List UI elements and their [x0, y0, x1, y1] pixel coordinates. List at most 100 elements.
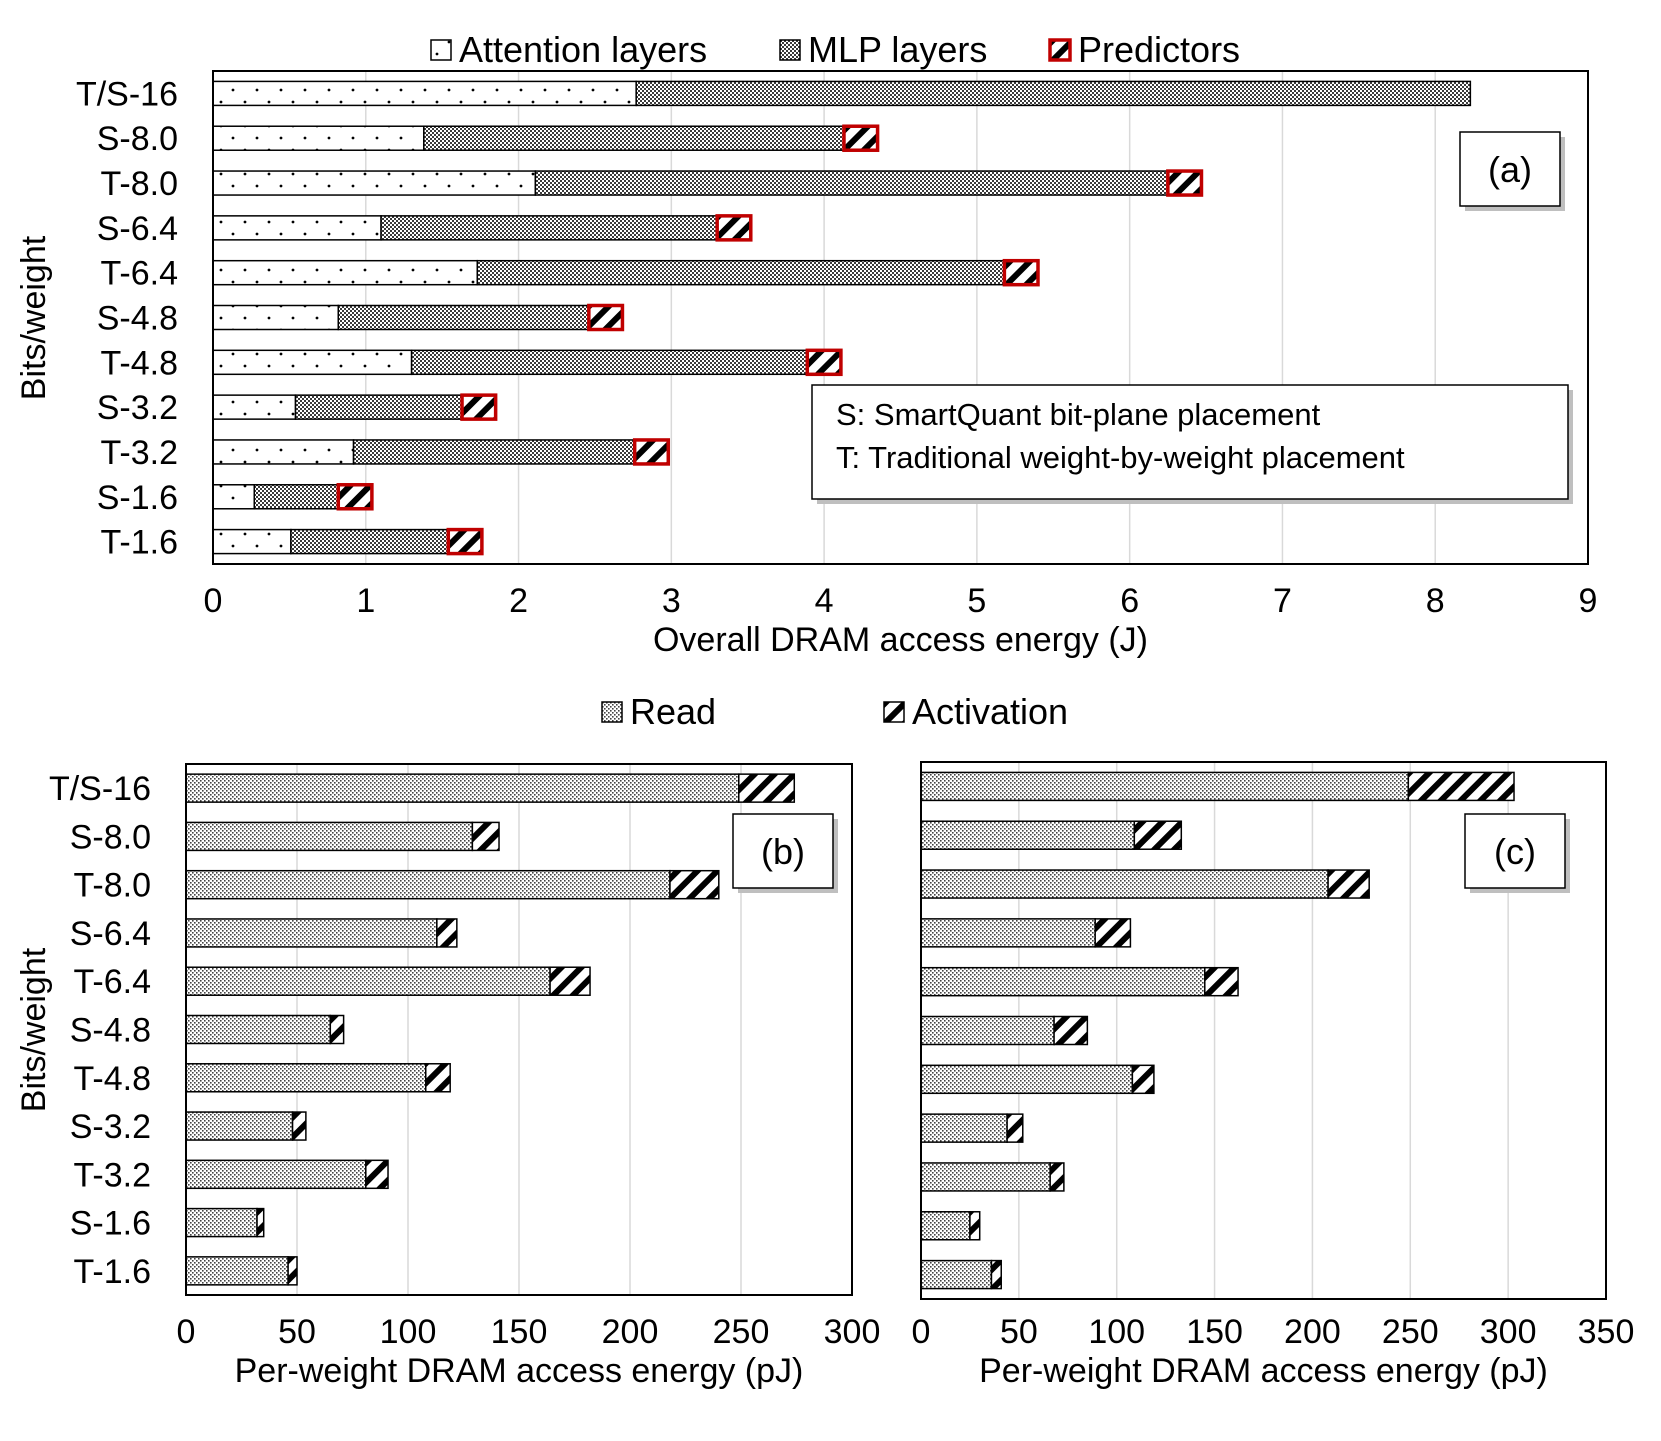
x-tick-label-6: 6: [1120, 582, 1139, 620]
bar-attention-layers-t-8-0: [212, 170, 537, 196]
bar-mlp-layers-s-1-6: [253, 484, 340, 510]
y-tick-label-s-4-8: S-4.8: [97, 300, 178, 338]
legend-swatch-activation: [883, 701, 905, 723]
bar-activation-s-3-2: [1006, 1113, 1024, 1143]
bar-mlp-layers-t-1-6: [290, 528, 450, 555]
bar-activation-s-1-6: [969, 1211, 981, 1241]
panel-label: (c): [1494, 831, 1536, 872]
x-tick-label-8: 8: [1426, 582, 1445, 620]
bar-activation-t-3-2: [1049, 1162, 1065, 1192]
y-axis-title: Bits/weight: [15, 235, 53, 400]
x-tick-label-100: 100: [380, 1313, 437, 1351]
y-axis-title: Bits/weight: [15, 947, 53, 1112]
bar-activation-t-6-4: [1204, 966, 1239, 997]
x-tick-label-200: 200: [1284, 1313, 1341, 1351]
bar-activation-t-8-0: [1327, 869, 1370, 899]
bar-activation-t-6-4: [549, 966, 591, 996]
legend-label-mlp-layers: MLP layers: [808, 29, 987, 70]
bar-predictors-t-4-8: [805, 348, 843, 377]
legend-swatch-attention-layers: [430, 39, 452, 61]
annotation-box: [811, 384, 1569, 500]
bar-read-s-3-2: [185, 1111, 294, 1141]
bar-predictors-t-8-0: [1166, 169, 1204, 197]
y-tick-label-s-8-0: S-8.0: [70, 818, 151, 856]
legend-top: Attention layers MLP layers Predictors: [430, 29, 1240, 70]
bar-read-s-4-8: [920, 1015, 1055, 1046]
bar-activation-t-4-8: [1131, 1064, 1155, 1095]
x-tick-label-50: 50: [278, 1313, 316, 1351]
y-tick-label-t-6-4: T-6.4: [74, 963, 151, 1001]
y-tick-label-t-4-8: T-4.8: [74, 1060, 151, 1098]
bar-activation-s-4-8: [329, 1014, 345, 1045]
bar-activation-t-8-0: [669, 869, 720, 900]
x-tick-label-200: 200: [602, 1313, 659, 1351]
bar-mlp-layers-t-s-16: [635, 80, 1472, 107]
bar-predictors-t-3-2: [632, 438, 671, 466]
plot-frame: [185, 763, 853, 1296]
panel-c: 0 50 100 150 200 250 300 350 Per-weight DRAM acc…: [912, 761, 1635, 1390]
bar-read-t-1-6: [185, 1256, 289, 1286]
bar-read-t-s-16: [920, 771, 1410, 802]
y-tick-label-s-3-2: S-3.2: [70, 1108, 151, 1146]
bar-activation-s-8-0: [471, 821, 500, 852]
bar-activation-t-s-16: [1407, 771, 1515, 802]
bar-attention-layers-t-3-2: [212, 439, 355, 465]
legend-swatch-mlp-layers: [779, 39, 801, 61]
bar-activation-t-s-16: [738, 773, 796, 803]
bar-attention-layers-t-6-4: [212, 259, 479, 286]
legend-swatch-predictors: [1048, 38, 1072, 62]
x-tick-label-9: 9: [1579, 582, 1598, 620]
bar-read-s-3-2: [920, 1113, 1008, 1143]
bar-mlp-layers-t-3-2: [352, 439, 636, 465]
bar-mlp-layers-s-8-0: [423, 125, 845, 151]
bar-activation-t-3-2: [365, 1159, 389, 1190]
bar-mlp-layers-t-6-4: [476, 259, 1006, 286]
x-tick-label-350: 350: [1578, 1313, 1635, 1351]
bar-attention-layers-t-4-8: [212, 349, 413, 376]
bar-read-s-1-6: [920, 1211, 971, 1241]
bar-read-t-8-0: [185, 869, 671, 900]
x-tick-label-0: 0: [177, 1313, 196, 1351]
y-tick-label-s-4-8: S-4.8: [70, 1012, 151, 1050]
plot-frame: [212, 70, 1589, 565]
bar-activation-s-6-4: [1094, 918, 1132, 948]
x-tick-label-1: 1: [356, 582, 375, 620]
bar-mlp-layers-s-3-2: [294, 394, 463, 420]
annotation-line-2: T: Traditional weight-by-weight placemen…: [836, 440, 1405, 475]
bar-read-s-6-4: [920, 918, 1096, 948]
bar-read-s-8-0: [185, 821, 474, 852]
x-tick-label-50: 50: [1000, 1313, 1038, 1351]
bar-predictors-s-8-0: [842, 124, 880, 152]
x-tick-label-300: 300: [1480, 1313, 1537, 1351]
x-tick-label-5: 5: [967, 582, 986, 620]
plot-frame: [920, 761, 1607, 1300]
y-tick-label-s-1-6: S-1.6: [70, 1205, 151, 1243]
x-axis-title: Per-weight DRAM access energy (pJ): [235, 1352, 804, 1390]
bar-activation-s-6-4: [436, 918, 458, 948]
bar-attention-layers-s-1-6: [212, 484, 255, 510]
bar-predictors-s-1-6: [336, 483, 374, 511]
bar-read-t-4-8: [920, 1064, 1134, 1095]
x-tick-label-150: 150: [1186, 1313, 1243, 1351]
bar-predictors-t-6-4: [1002, 258, 1040, 287]
bar-read-t-1-6: [920, 1259, 993, 1290]
x-tick-label-300: 300: [824, 1313, 881, 1351]
x-axis-title: Overall DRAM access energy (J): [653, 621, 1148, 659]
bar-activation-t-1-6: [990, 1259, 1002, 1290]
bar-read-t-6-4: [920, 966, 1206, 997]
y-tick-label-s-1-6: S-1.6: [97, 479, 178, 517]
x-tick-label-4: 4: [815, 582, 834, 620]
y-tick-label-t-s-16: T/S-16: [76, 75, 178, 113]
panel-b: 0 50 100 150 200 250 300 T/S-16 S-8.0 T-8.0 S-6.4 T…: [15, 763, 881, 1390]
bar-activation-s-8-0: [1133, 820, 1183, 850]
bar-predictors-s-4-8: [587, 303, 625, 332]
bar-activation-t-1-6: [287, 1256, 298, 1286]
y-tick-label-t-8-0: T-8.0: [101, 165, 178, 203]
annotation-line-1: S: SmartQuant bit-plane placement: [836, 397, 1321, 432]
x-tick-label-3: 3: [662, 582, 681, 620]
bar-activation-t-4-8: [425, 1063, 451, 1093]
panel-label: (a): [1488, 149, 1532, 190]
x-tick-label-100: 100: [1088, 1313, 1145, 1351]
y-tick-label-s-3-2: S-3.2: [97, 389, 178, 427]
